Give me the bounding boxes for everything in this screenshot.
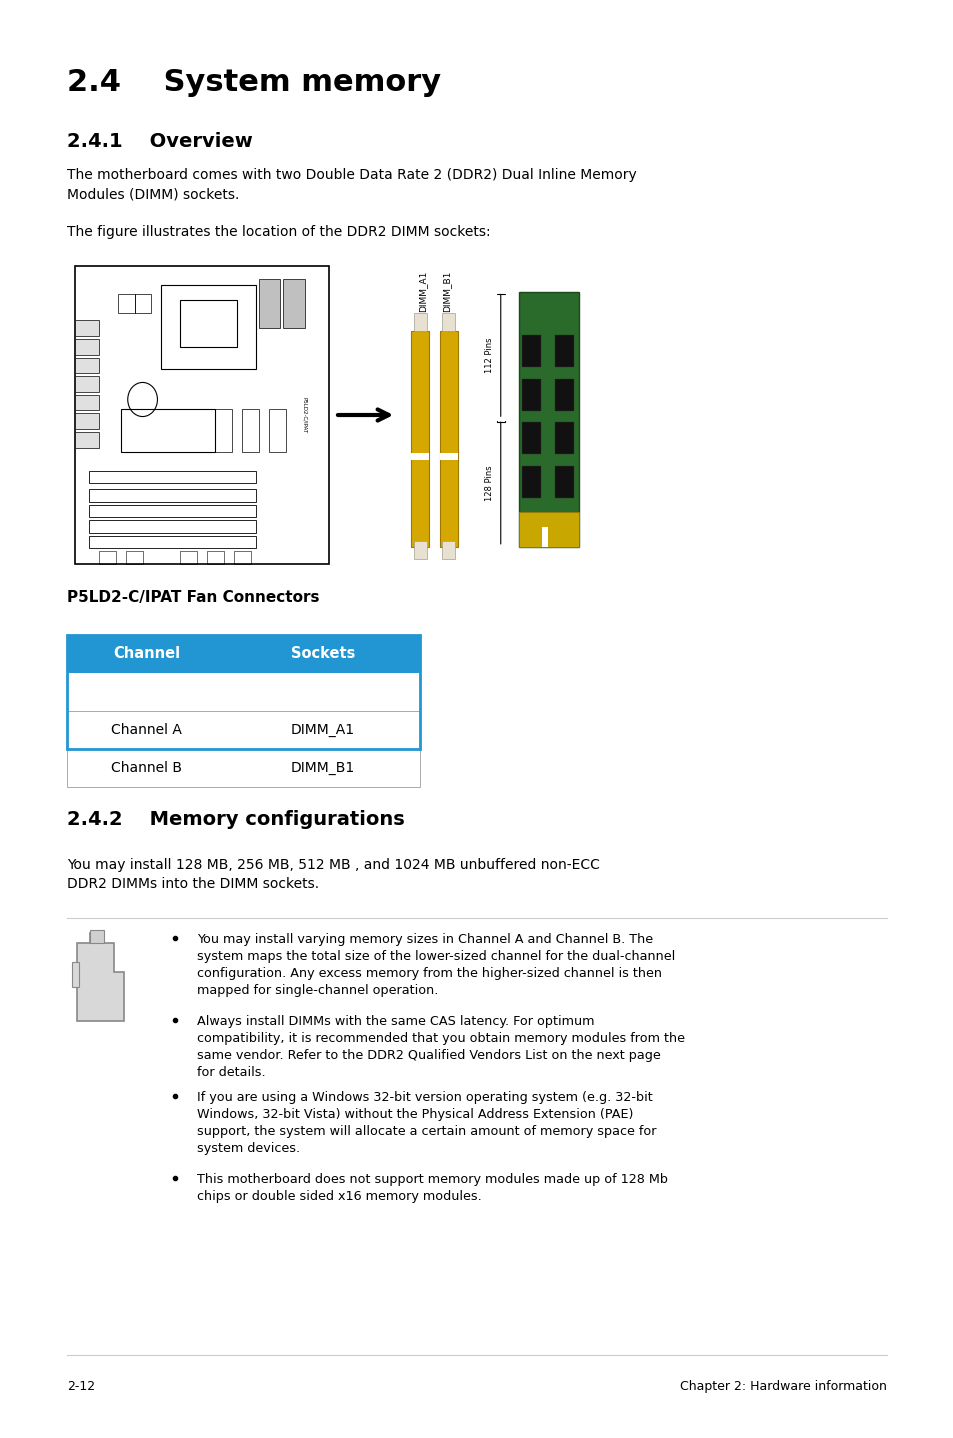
Text: P5LD2-C/IPAT Fan Connectors: P5LD2-C/IPAT Fan Connectors — [67, 590, 319, 605]
Text: You may install varying memory sizes in Channel A and Channel B. The
system maps: You may install varying memory sizes in … — [196, 933, 675, 997]
Text: Chapter 2: Hardware information: Chapter 2: Hardware information — [679, 1380, 886, 1393]
Text: Sockets: Sockets — [291, 647, 355, 661]
Text: This motherboard does not support memory modules made up of 128 Mb
chips or doub: This motherboard does not support memory… — [196, 1173, 667, 1204]
Text: 2.4.2    Memory configurations: 2.4.2 Memory configurations — [67, 810, 404, 828]
Text: 2.4.1    Overview: 2.4.1 Overview — [67, 132, 253, 151]
FancyBboxPatch shape — [442, 541, 455, 559]
FancyBboxPatch shape — [519, 292, 578, 546]
Polygon shape — [75, 395, 99, 410]
FancyBboxPatch shape — [439, 453, 457, 460]
Text: DIMM_B1: DIMM_B1 — [291, 761, 355, 775]
FancyBboxPatch shape — [442, 313, 455, 331]
Polygon shape — [75, 431, 99, 447]
Polygon shape — [258, 279, 280, 328]
Polygon shape — [75, 339, 99, 355]
Text: DIMM_A1: DIMM_A1 — [291, 723, 355, 738]
FancyBboxPatch shape — [521, 378, 540, 410]
FancyBboxPatch shape — [554, 466, 574, 498]
FancyBboxPatch shape — [554, 423, 574, 454]
Polygon shape — [75, 321, 99, 336]
Text: Channel B: Channel B — [111, 761, 182, 775]
FancyBboxPatch shape — [519, 512, 578, 546]
Polygon shape — [72, 962, 79, 986]
FancyBboxPatch shape — [521, 423, 540, 454]
FancyBboxPatch shape — [414, 313, 426, 331]
Text: P5LD2-C/IPAT: P5LD2-C/IPAT — [302, 397, 307, 433]
Text: Channel: Channel — [112, 647, 180, 661]
Polygon shape — [75, 377, 99, 391]
FancyBboxPatch shape — [67, 636, 419, 673]
Text: Channel A: Channel A — [111, 723, 182, 738]
Polygon shape — [91, 930, 104, 943]
FancyBboxPatch shape — [67, 710, 419, 749]
FancyBboxPatch shape — [411, 331, 429, 546]
FancyBboxPatch shape — [554, 335, 574, 367]
Polygon shape — [77, 933, 124, 1021]
Polygon shape — [283, 279, 304, 328]
Text: 2-12: 2-12 — [67, 1380, 95, 1393]
Text: If you are using a Windows 32-bit version operating system (e.g. 32-bit
Windows,: If you are using a Windows 32-bit versio… — [196, 1091, 656, 1155]
Polygon shape — [75, 414, 99, 429]
FancyBboxPatch shape — [414, 541, 426, 559]
Text: You may install 128 MB, 256 MB, 512 MB , and 1024 MB unbuffered non-ECC
DDR2 DIM: You may install 128 MB, 256 MB, 512 MB ,… — [67, 858, 599, 892]
Text: Always install DIMMs with the same CAS latency. For optimum
compatibility, it is: Always install DIMMs with the same CAS l… — [196, 1015, 684, 1078]
Text: DIMM_A1: DIMM_A1 — [417, 270, 426, 312]
FancyBboxPatch shape — [67, 749, 419, 787]
FancyBboxPatch shape — [521, 466, 540, 498]
FancyBboxPatch shape — [439, 331, 457, 546]
FancyBboxPatch shape — [541, 526, 547, 546]
Text: The motherboard comes with two Double Data Rate 2 (DDR2) Dual Inline Memory
Modu: The motherboard comes with two Double Da… — [67, 168, 636, 201]
FancyBboxPatch shape — [554, 378, 574, 410]
Text: The figure illustrates the location of the DDR2 DIMM sockets:: The figure illustrates the location of t… — [67, 224, 490, 239]
FancyBboxPatch shape — [411, 453, 429, 460]
Text: 112 Pins: 112 Pins — [484, 338, 494, 372]
Text: 128 Pins: 128 Pins — [484, 464, 494, 500]
Text: DIMM_B1: DIMM_B1 — [441, 270, 451, 312]
Polygon shape — [75, 358, 99, 372]
Text: 2.4    System memory: 2.4 System memory — [67, 68, 440, 96]
FancyBboxPatch shape — [521, 335, 540, 367]
